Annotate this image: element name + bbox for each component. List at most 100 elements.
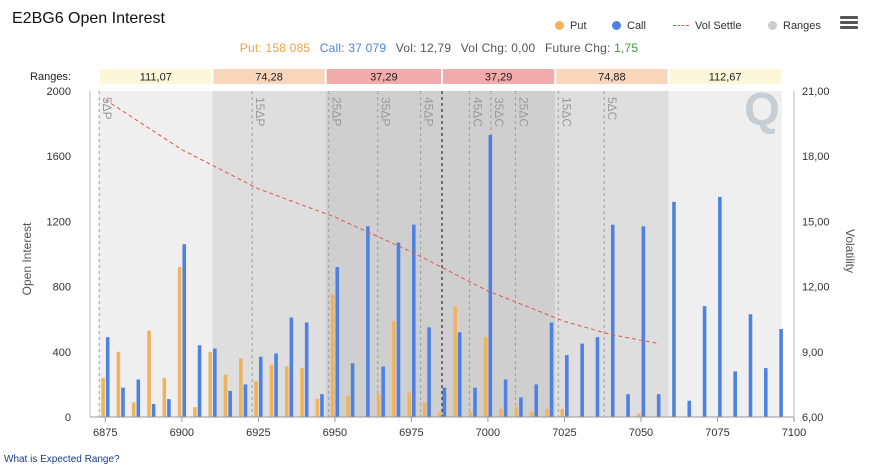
put-bar [422,402,427,417]
call-swatch-icon [612,21,621,30]
call-bar [641,226,646,417]
call-bar [320,394,324,417]
call-bar [151,403,156,417]
call-bar [105,337,110,417]
call-bar [213,348,217,417]
range-shade-5 [668,91,782,417]
y-left-tick-label-5: 2000 [47,86,71,98]
put-bar [131,402,136,417]
call-bar [243,384,248,417]
call-bar [167,399,171,417]
x-tick-label-6: 7025 [552,427,576,439]
put-bar [101,377,105,417]
y-left-tick-label-1: 400 [53,347,71,359]
range-tag-0 [100,69,212,84]
call-bar [748,314,753,417]
call-bar [258,356,263,417]
legend-item-vol-settle[interactable]: Vol Settle [673,20,741,32]
put-bar [162,377,167,417]
call-bar [350,363,355,417]
legend-item-ranges[interactable]: Ranges [768,20,821,32]
call-bar [534,384,539,417]
call-bar [702,306,707,417]
call-bar [488,135,493,417]
watermark-logo: Q [744,83,780,135]
stat-futchg-value: 1,75 [614,41,639,55]
call-bar [457,332,462,417]
call-bar [473,387,477,417]
hamburger-menu-icon[interactable] [840,16,858,30]
delta-label-8: 15ΔC [559,97,573,127]
call-bar [228,390,232,417]
range-tag-2 [326,69,441,84]
legend-item-call[interactable]: Call [612,20,646,32]
call-bar [595,337,600,417]
stat-volchg-value: 0,00 [511,41,536,55]
range-tag-value-4: 74,88 [598,72,626,84]
put-bar [315,399,320,417]
put-bar [254,381,258,417]
x-tick-label-7: 7050 [629,427,653,439]
range-tag-value-3: 37,29 [485,72,513,84]
legend-label-vol-settle: Vol Settle [695,20,742,32]
put-bar [438,412,442,417]
call-bar [718,196,722,417]
x-tick-label-1: 6900 [170,427,194,439]
delta-label-1: 15ΔP [253,97,267,126]
call-bar [656,394,661,417]
y-left-tick-label-2: 800 [53,282,71,294]
x-tick-label-3: 6950 [323,427,347,439]
call-bar [549,322,554,417]
delta-label-9: 5ΔC [605,97,619,121]
call-bar [335,267,340,417]
put-bar [193,407,197,417]
call-bar [580,343,584,417]
stat-put-value: 158 085 [265,41,311,55]
call-bar [565,355,569,417]
put-bar [529,412,534,417]
y-right-tick-label-1: 9,00 [802,347,823,359]
put-bar [116,351,121,417]
put-bar [269,364,274,417]
x-tick-label-5: 7000 [476,427,500,439]
range-tag-4 [556,69,668,84]
range-tag-5 [669,69,781,84]
legend-item-put[interactable]: Put [555,20,587,32]
y-right-axis-title: Volatility [843,229,857,273]
range-shade-2 [325,91,442,417]
ranges-row-label: Ranges: [30,71,71,83]
stat-futchg-label: Future Chg: [544,41,611,55]
delta-label-4: 45ΔP [422,97,436,126]
put-bar [514,407,519,417]
call-bar [304,322,309,417]
put-bar [468,412,473,417]
call-bar [519,397,523,417]
range-tag-value-1: 74,28 [255,72,283,84]
put-bar [330,294,335,417]
put-swatch-icon [555,21,564,30]
x-tick-label-4: 6975 [399,427,423,439]
put-bar [300,368,304,417]
stat-put-label: Put: [239,41,262,55]
call-bar [442,387,447,417]
call-bar [610,224,615,417]
legend-label-ranges: Ranges [783,20,821,32]
range-tag-3 [443,69,555,84]
call-bar [381,366,385,417]
put-bar [208,351,213,417]
y-left-tick-label-3: 1200 [47,216,71,228]
call-bar [503,379,508,417]
expected-range-link[interactable]: What is Expected Range? [4,454,120,465]
put-bar [346,395,350,417]
stats-bar: Put: 158 085 Call: 37 079 Vol: 12,79 Vol… [0,41,878,55]
range-tag-value-5: 112,67 [709,72,742,84]
call-bar [197,345,202,417]
call-bar [289,317,294,417]
range-tag-value-0: 111,07 [140,72,172,84]
range-tag-1 [213,69,325,84]
y-left-tick-label-4: 1600 [47,151,71,163]
stat-volchg-label: Vol Chg: [460,41,508,55]
x-tick-label-9: 7100 [782,427,806,439]
stat-vol-value: 12,79 [420,41,452,55]
